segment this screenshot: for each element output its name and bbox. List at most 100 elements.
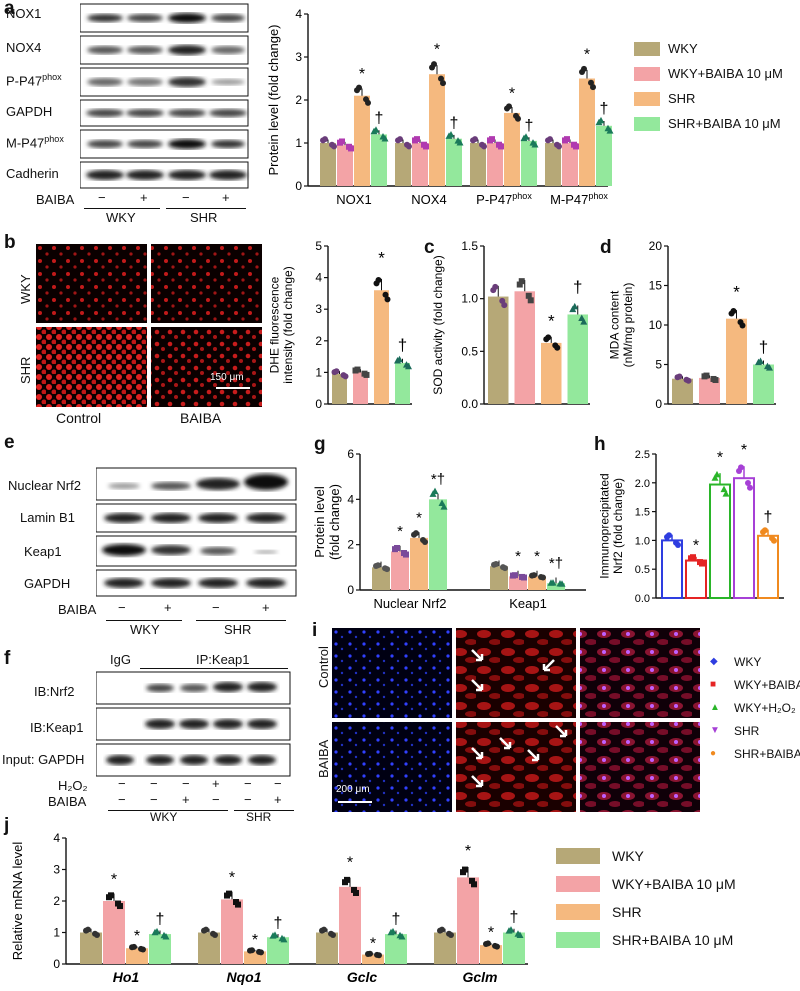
y-tick-label: 2 (295, 93, 302, 107)
data-point (413, 530, 419, 537)
legend-a-item: SHR (634, 86, 800, 111)
legend-swatch (634, 41, 660, 56)
x-tick-label: Nqo1 (227, 969, 262, 985)
data-point (162, 932, 170, 940)
panel-label-h: h (594, 434, 606, 455)
if-images (332, 628, 700, 812)
chart-g: 0 2 4 6 Protein level(fold change) * * *† Nuclea… (312, 447, 586, 611)
data-point (406, 143, 412, 150)
data-point (703, 372, 710, 379)
y-tick-label: 1 (315, 365, 322, 379)
y-tick-label: 6 (347, 447, 354, 461)
legend-swatch (556, 848, 600, 864)
data-point (389, 927, 397, 935)
y-axis-label: DHE fluorescenceintensity (fold change) (267, 266, 295, 383)
blot-e-sign-1: − (118, 600, 126, 615)
data-point (447, 130, 455, 138)
data-point (321, 926, 327, 933)
bar (579, 78, 595, 186)
legend-j-item: WKY+BAIBA 10 μM (556, 870, 796, 898)
blot-a-row-cadherin (80, 161, 249, 189)
bar (661, 539, 683, 599)
data-point (94, 932, 100, 939)
legend-a: WKY WKY+BAIBA 10 μM SHR SHR+BAIBA 10 μM (634, 36, 800, 136)
data-point (403, 551, 409, 558)
legend-swatch (556, 904, 600, 920)
significance-mark: * (515, 548, 521, 565)
image-b-scale-label: 150 μm (210, 372, 244, 383)
blot-e-row-keap1 (96, 535, 297, 567)
chart-c: 0.0 0.5 1.0 1.5 SOD activity (fold change) * † (431, 239, 590, 411)
blot-f-h2o2-sign-4: + (212, 776, 220, 791)
legend-marker: ■ (710, 679, 717, 690)
blot-f-h2o2-sign-1: − (118, 776, 126, 791)
data-point (405, 362, 412, 370)
legend-label: WKY+H₂O₂ (734, 700, 796, 715)
blot-a-row-p-p47 (80, 67, 249, 97)
blot-f-baiba-sign-2: − (150, 792, 158, 807)
blot-e-group-wky: WKY (130, 622, 160, 637)
bar (547, 583, 565, 590)
blot-a-sign-2: + (140, 190, 148, 205)
data-point (365, 99, 371, 106)
bar (504, 112, 520, 186)
x-tick-label: Keap1 (509, 596, 547, 611)
legend-label: WKY (668, 41, 698, 56)
significance-mark: *† (431, 471, 445, 488)
blot-a-label-p-p47: P-P47phox (6, 72, 62, 89)
panel-label-a: a (4, 0, 15, 19)
data-point (713, 470, 721, 478)
blot-a-label-gapdh: GAPDH (6, 104, 53, 119)
blot-a-row-m-p47 (80, 129, 249, 159)
data-point (271, 931, 279, 938)
data-point (545, 334, 552, 341)
bar (429, 74, 445, 186)
bar (726, 318, 747, 404)
panel-label-i: i (312, 620, 318, 641)
x-tick-label: Ho1 (113, 969, 140, 985)
significance-mark: * (434, 42, 440, 59)
data-point (564, 136, 570, 143)
data-point (398, 932, 406, 940)
data-point (471, 881, 477, 888)
blot-f-h2o2-sign-2: − (150, 776, 158, 791)
data-point (472, 136, 478, 143)
y-tick-label: 0.5 (461, 344, 478, 358)
bar (391, 551, 409, 590)
data-point (462, 866, 468, 873)
blot-e-row-gapdh (96, 569, 297, 597)
bar (596, 125, 612, 186)
blot-e-sign-3: − (212, 600, 220, 615)
data-point (527, 297, 534, 304)
blot-a-sign-4: + (222, 190, 230, 205)
blot-e-label-nuclear-nrf2: Nuclear Nrf2 (8, 478, 81, 493)
data-point (501, 302, 508, 309)
bar (757, 534, 779, 599)
data-point (494, 943, 500, 950)
bar (480, 945, 502, 964)
legend-label: SHR+BAIBA 10 μM (668, 116, 781, 131)
blot-f-label-ib-keap1: IB:Keap1 (30, 720, 84, 735)
data-point (333, 368, 340, 375)
blot-a-row-nox1 (80, 3, 249, 33)
legend-i-item: ● SHR+BAIBA (710, 742, 800, 765)
data-point (108, 892, 114, 899)
blot-a-group-wky: WKY (106, 210, 136, 225)
image-grid-b: WKY SHR 150 μm Control BAIBA (18, 244, 262, 426)
data-point (356, 84, 362, 91)
data-point (153, 927, 161, 935)
bar (353, 372, 368, 404)
y-tick-label: 4 (295, 7, 302, 21)
y-tick-label: 0.0 (461, 397, 478, 411)
data-point (711, 474, 719, 481)
blot-e-label-keap1: Keap1 (24, 544, 62, 559)
bar (332, 373, 347, 404)
y-tick-label: 15 (649, 279, 663, 293)
legend-label: SHR (734, 723, 760, 738)
blot-a: NOX1 NOX4 P-P47phox GAPDH M-P47phox Cadh… (0, 0, 260, 230)
data-point (722, 490, 730, 497)
legend-label: WKY+BAIBA 10 μM (668, 66, 783, 81)
legend-j: WKY WKY+BAIBA 10 μM SHR SHR+BAIBA 10 μM (556, 842, 796, 954)
data-point (515, 115, 521, 122)
x-tick-label: P-P47phox (476, 191, 532, 207)
